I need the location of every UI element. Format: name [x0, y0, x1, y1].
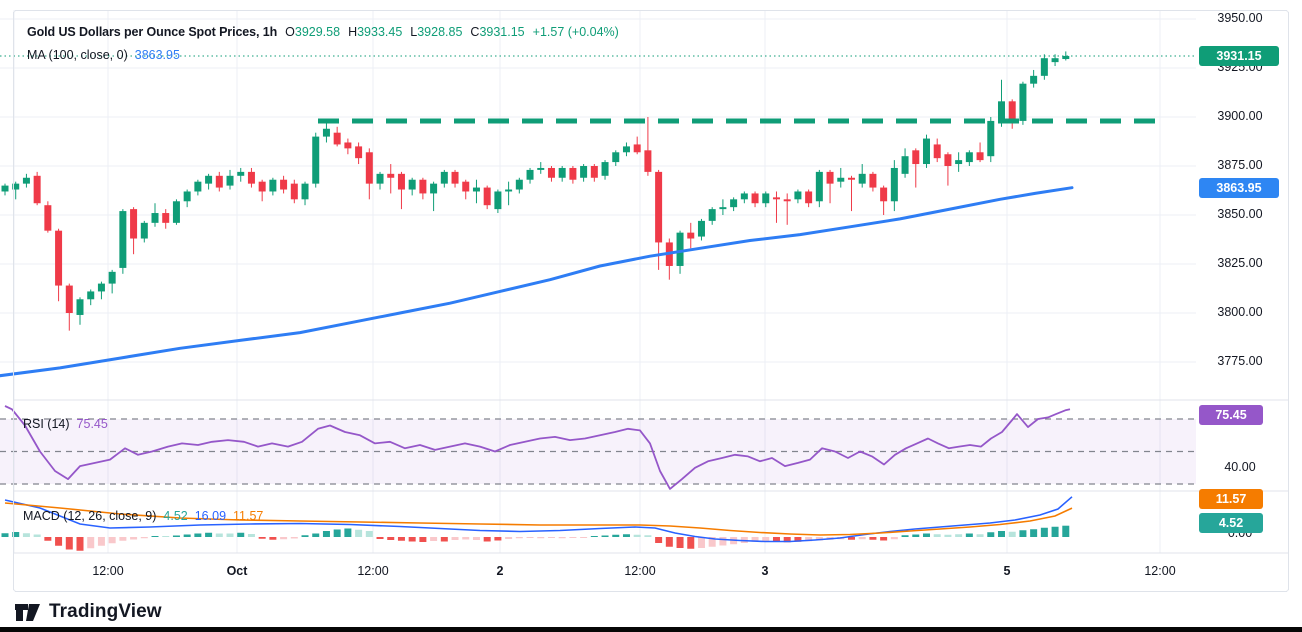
ohlc-key: O [285, 25, 295, 39]
gridlines [0, 10, 1196, 553]
macd-signal-badge: 11.57 [1199, 489, 1263, 509]
time-axis-label: 3 [761, 564, 769, 578]
ma-value-badge: 3863.95 [1199, 178, 1279, 198]
change-value: +1.57 (+0.04%) [532, 25, 619, 39]
rsi-legend-row[interactable]: RSI (14) 75.45 [23, 416, 108, 432]
time-axis-label: 12:00 [92, 564, 124, 578]
macd-indicator-value: 4.52 [163, 509, 188, 523]
time-axis[interactable]: 12:00 Oct 12:00 2 12:00 3 5 12:00 [0, 553, 1196, 592]
time-axis-label: 5 [1003, 564, 1011, 578]
macd-line[interactable] [4, 496, 1073, 543]
macd-label: MACD (12, 26, close, 9) [23, 509, 157, 523]
ohlc-value: 3933.45 [357, 25, 403, 39]
symbol-title: Gold US Dollars per Ounce Spot Prices, 1… [27, 25, 278, 39]
ohlc-value: 3931.15 [479, 25, 525, 39]
price-axis-label: 3850.00 [1217, 207, 1263, 221]
macd-signal-line[interactable] [4, 502, 1073, 536]
tradingview-attribution[interactable]: TradingView [14, 601, 162, 623]
ma-legend-row[interactable]: MA (100, close, 0) 3863.95 [27, 47, 180, 63]
macd-hist-badge: 4.52 [1199, 513, 1263, 533]
macd-legend-row[interactable]: MACD (12, 26, close, 9) 4.52 16.09 11.57 [23, 508, 263, 524]
ohlc-value: 3929.58 [294, 25, 341, 39]
price-axis-label: 3900.00 [1217, 109, 1263, 123]
ohlc-value: 3928.85 [417, 25, 463, 39]
ohlc-key: H [348, 25, 358, 39]
candles-layer [1, 51, 1070, 331]
ohlc-values: O3929.58 H3933.45 L3928.85 C3931.15 [277, 25, 525, 39]
time-axis-label: 12:00 [1144, 564, 1176, 578]
tradingview-logo-icon [15, 603, 40, 621]
time-axis-label: Oct [226, 564, 248, 578]
time-axis-label: 12:00 [357, 564, 389, 578]
ohlc-key: C [470, 25, 480, 39]
ohlc-key: L [410, 25, 418, 39]
bottom-edge-bar [0, 627, 1302, 632]
rsi-label: RSI (14) [23, 417, 70, 431]
rsi-line[interactable] [4, 405, 1071, 490]
rsi-value-badge: 75.45 [1199, 405, 1263, 425]
macd-values: 4.52 16.09 11.57 [156, 509, 263, 523]
symbol-legend-row[interactable]: Gold US Dollars per Ounce Spot Prices, 1… [27, 24, 619, 40]
price-axis-label: 3950.00 [1217, 11, 1263, 25]
time-axis-label: 12:00 [624, 564, 656, 578]
brand-name: TradingView [49, 601, 162, 622]
price-axis-label: 3775.00 [1217, 354, 1263, 368]
ma100-line[interactable] [0, 186, 1074, 378]
pane-dividers [13, 10, 1289, 592]
rsi-value: 75.45 [76, 417, 108, 431]
price-axis-label: 3800.00 [1217, 305, 1263, 319]
price-axis-label: 40.00 [1224, 460, 1256, 474]
price-axis-label: 3825.00 [1217, 256, 1263, 270]
price-axis-label: 3875.00 [1217, 158, 1263, 172]
macd-indicator-value: 11.57 [233, 509, 264, 523]
macd-indicator-value: 16.09 [194, 509, 227, 523]
ma-value: 3863.95 [134, 48, 180, 62]
last-price-badge: 3931.15 [1199, 46, 1279, 66]
price-axis[interactable]: 3950.00 3925.00 3900.00 3875.00 3850.00 3825.… [1196, 0, 1302, 592]
ma-label: MA (100, close, 0) [27, 48, 128, 62]
time-axis-label: 2 [496, 564, 504, 578]
